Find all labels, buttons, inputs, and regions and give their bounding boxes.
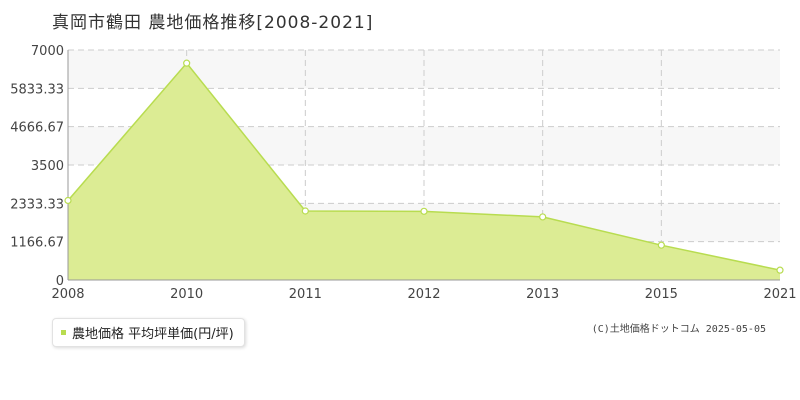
x-tick-label: 2013 bbox=[526, 287, 559, 302]
chart-title: 真岡市鶴田 農地価格推移[2008-2021] bbox=[52, 13, 374, 33]
data-point bbox=[776, 266, 784, 274]
data-point bbox=[539, 213, 547, 221]
legend: 農地価格 平均坪単価(円/坪) bbox=[52, 318, 245, 347]
data-point bbox=[183, 59, 191, 67]
y-tick-label: 7000 bbox=[31, 44, 64, 59]
data-point bbox=[657, 241, 665, 249]
y-tick-label: 5833.33 bbox=[10, 82, 64, 97]
legend-label: 農地価格 平均坪単価(円/坪) bbox=[72, 327, 234, 342]
data-point bbox=[420, 207, 428, 215]
y-tick-label: 4666.67 bbox=[10, 121, 64, 136]
data-point bbox=[64, 196, 72, 205]
y-tick-label: 1166.67 bbox=[10, 236, 64, 251]
x-tick-label: 2021 bbox=[763, 287, 796, 302]
data-point bbox=[301, 207, 309, 215]
x-tick-label: 2012 bbox=[407, 287, 440, 302]
x-tick-label: 2010 bbox=[170, 287, 203, 302]
legend-swatch bbox=[61, 330, 66, 335]
x-tick-label: 2008 bbox=[51, 287, 84, 302]
y-tick-label: 3500 bbox=[31, 159, 64, 174]
y-tick-label: 0 bbox=[56, 274, 64, 289]
y-tick-label: 2333.33 bbox=[10, 197, 64, 212]
x-tick-label: 2011 bbox=[289, 287, 322, 302]
x-tick-label: 2015 bbox=[645, 287, 678, 302]
series-area bbox=[68, 63, 780, 281]
copyright-text: (C)土地価格ドットコム 2025-05-05 bbox=[591, 324, 766, 335]
